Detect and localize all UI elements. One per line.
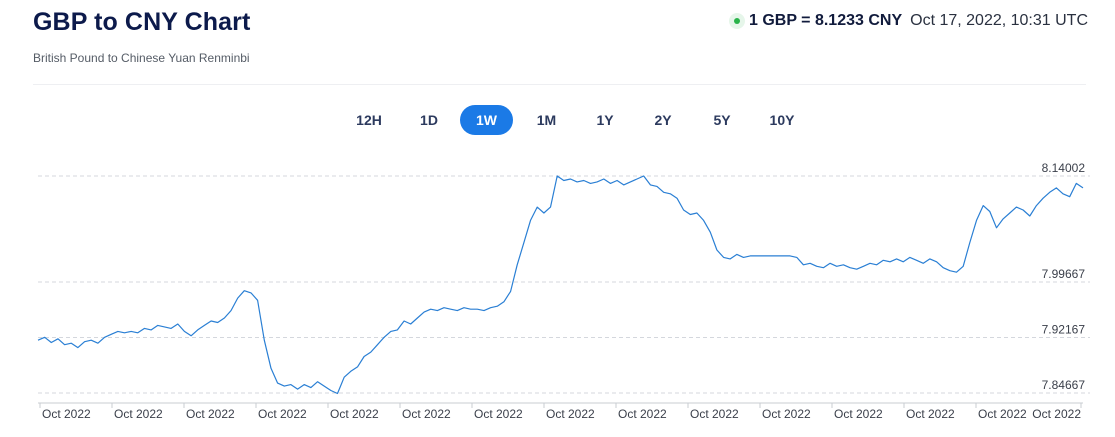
timeframe-tabs: 12H 1D 1W 1M 1Y 2Y 5Y 10Y: [340, 105, 816, 135]
x-tick-label: Oct 2022: [186, 407, 235, 421]
x-tick-label: Oct 2022: [978, 407, 1027, 421]
x-tick-label: Oct 2022: [42, 407, 91, 421]
x-tick-label: Oct 2022: [546, 407, 595, 421]
x-tick-label: Oct 2022: [906, 407, 955, 421]
rate-timestamp: Oct 17, 2022, 10:31 UTC: [910, 12, 1088, 29]
x-tick-label: Oct 2022: [258, 407, 307, 421]
x-tick-label: Oct 2022: [834, 407, 883, 421]
x-tick-label: Oct 2022: [690, 407, 739, 421]
tab-1d[interactable]: 1D: [420, 112, 438, 128]
x-tick-label: Oct 2022: [618, 407, 667, 421]
tab-1m[interactable]: 1M: [536, 112, 557, 128]
tab-12h[interactable]: 12H: [356, 112, 382, 128]
grid-lines: [38, 175, 1090, 394]
y-tick-label: 7.84667: [1042, 378, 1086, 392]
x-tick-label: Oct 2022: [330, 407, 379, 421]
tab-10y[interactable]: 10Y: [769, 112, 795, 128]
chart-header: GBP to CNY Chart British Pound to Chines…: [0, 0, 1115, 84]
live-indicator-icon: [729, 13, 745, 29]
x-tick-label: Oct 2022: [114, 407, 163, 421]
x-tick-label: Oct 2022: [762, 407, 811, 421]
y-tick-label: 8.14002: [1042, 161, 1086, 175]
rate-value: 1 GBP = 8.1233 CNY: [749, 12, 903, 29]
tab-5y[interactable]: 5Y: [713, 112, 731, 128]
tab-2y[interactable]: 2Y: [654, 112, 672, 128]
series-line: [37, 175, 1084, 395]
y-axis-labels: 7.84667 7.92167 7.99667 8.14002: [1042, 161, 1086, 392]
current-rate: 1 GBP = 8.1233 CNY Oct 17, 2022, 10:31 U…: [729, 12, 1088, 30]
page-title: GBP to CNY Chart: [33, 8, 251, 36]
page-subtitle: British Pound to Chinese Yuan Renminbi: [33, 51, 250, 65]
x-tick-label: Oct 2022: [402, 407, 451, 421]
header-divider: [33, 84, 1086, 85]
x-axis: Oct 2022 Oct 2022 Oct 2022 Oct 2022 Oct 2022…: [38, 402, 1083, 421]
x-tick-label: Oct 2022: [474, 407, 523, 421]
y-tick-label: 7.92167: [1042, 323, 1086, 337]
tab-1y[interactable]: 1Y: [596, 112, 614, 128]
tab-1w[interactable]: 1W: [460, 105, 513, 135]
series-line-group: [37, 175, 1084, 395]
y-tick-label: 7.99667: [1042, 267, 1086, 281]
x-tick-label: Oct 2022: [1032, 407, 1081, 421]
